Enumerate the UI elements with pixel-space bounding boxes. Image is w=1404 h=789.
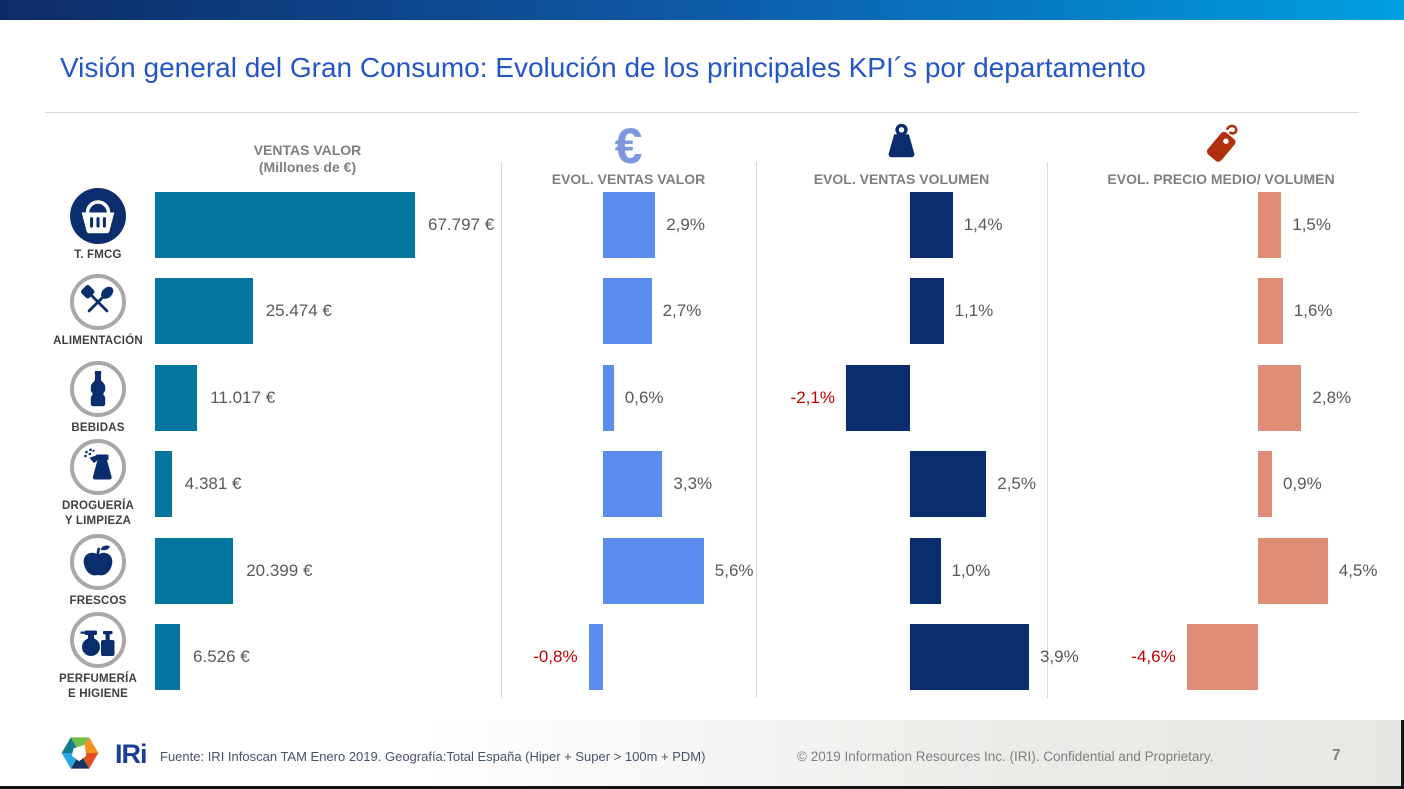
price-tag-icon: [1047, 116, 1395, 168]
bar-value-label: 3,3%: [673, 474, 713, 494]
bar-evol-ventas-volumen-perfumeria-e-higiene: [910, 624, 1029, 690]
euro-icon: €: [614, 118, 643, 174]
weight-icon: [756, 116, 1047, 168]
bar-ventas-valor-millones-de-drogueria-y-limpieza: [155, 451, 172, 518]
bar-value-label: 6.526 €: [193, 647, 250, 666]
perfume-icon: [70, 612, 126, 668]
bar-value-label: 25.474 €: [265, 301, 332, 321]
bar-ventas-valor-millones-de-bebidas: [155, 364, 198, 431]
bar-value-label: 1,0%: [951, 560, 991, 580]
bar-value-label: 2,5%: [997, 474, 1036, 494]
bar-evol-precio-medio-volumen-perfumeria-e-higiene: [1186, 624, 1258, 690]
category-label: DROGUERÍA Y LIMPIEZA: [40, 499, 156, 529]
bar-ventas-valor-millones-de-perfumeria-e-higiene: [155, 624, 181, 690]
category-label-line: T. FMCG: [74, 249, 122, 261]
column-header-line1: EVOL. VENTAS VALOR: [551, 171, 706, 187]
bar-value-label: 2,9%: [666, 215, 705, 234]
bar-value-label: 1,5%: [1292, 215, 1331, 234]
footer: IRi Fuente: IRI Infoscan TAM Enero 2019.…: [0, 720, 1404, 786]
column-header-line1: EVOL. VENTAS VOLUMEN: [813, 171, 990, 187]
bar-value-label: 4,5%: [1338, 560, 1378, 580]
bar-value-label: 0,9%: [1282, 474, 1322, 494]
bar-evol-ventas-valor-perfumeria-e-higiene: [588, 624, 603, 690]
copyright-note: © 2019 Information Resources Inc. (IRI).…: [797, 749, 1214, 764]
category-t-fmcg: T. FMCG: [40, 188, 156, 263]
cutlery-icon: [70, 274, 126, 331]
bar-evol-ventas-volumen-alimentacion: [910, 278, 944, 345]
bar-value-label: 3,9%: [1039, 647, 1079, 666]
bar-value-label: 1,1%: [954, 301, 994, 321]
bar-value-label: 5,6%: [714, 560, 754, 580]
column-header-evol-ventas-valor: € EVOL. VENTAS VALOR: [501, 116, 756, 188]
category-alimentacion: ALIMENTACIÓN: [40, 274, 156, 349]
bar-value-label: -4,6%: [1131, 647, 1176, 666]
iri-logo-text: IRi: [115, 739, 148, 769]
apple-icon: [70, 533, 126, 590]
bar-evol-ventas-volumen-drogueria-y-limpieza: [910, 451, 987, 518]
category-label: PERFUMERÍA E HIGIENE: [40, 672, 156, 702]
bar-evol-ventas-valor-alimentacion: [603, 278, 652, 345]
column-header-evol-ventas-volumen: EVOL. VENTAS VOLUMEN: [756, 116, 1047, 188]
column-divider: [756, 162, 757, 698]
bar-evol-ventas-valor-bebidas: [603, 364, 614, 431]
bar-value-label: -0,8%: [533, 647, 578, 666]
category-label-line: FRESCOS: [69, 594, 127, 607]
bar-value-label: 2,8%: [1312, 387, 1352, 407]
column-header-line2: (Millones de €): [258, 159, 357, 175]
bar-ventas-valor-millones-de-alimentacion: [155, 278, 253, 345]
bar-evol-precio-medio-volumen-t-fmcg: [1258, 192, 1282, 258]
column-header-line1: VENTAS VALOR: [253, 142, 362, 158]
category-label-line: Y LIMPIEZA: [64, 515, 132, 528]
bar-value-label: 67.797 €: [428, 215, 495, 234]
basket-icon: [70, 188, 126, 244]
bar-evol-ventas-volumen-bebidas: [845, 364, 910, 431]
bar-evol-ventas-volumen-t-fmcg: [910, 192, 953, 258]
bar-value-label: 11.017 €: [210, 387, 276, 407]
bar-value-label: -2,1%: [790, 387, 835, 407]
category-label-line: BEBIDAS: [71, 421, 125, 434]
bar-evol-precio-medio-volumen-alimentacion: [1258, 278, 1283, 345]
page-number: 7: [1332, 747, 1341, 764]
bottle-icon: [70, 360, 126, 417]
category-label-line: E HIGIENE: [68, 688, 128, 700]
column-divider: [1047, 162, 1048, 698]
bar-value-label: 2,7%: [662, 301, 702, 321]
category-label: BEBIDAS: [40, 421, 156, 436]
bar-value-label: 1,4%: [963, 215, 1003, 234]
bar-ventas-valor-millones-de-frescos: [155, 537, 234, 604]
bar-value-label: 4.381 €: [184, 474, 242, 494]
bar-evol-ventas-volumen-frescos: [910, 537, 941, 604]
column-header-evol-precio-medio: EVOL. PRECIO MEDIO/ VOLUMEN: [1047, 116, 1395, 188]
bar-value-label: 1,6%: [1293, 301, 1333, 321]
category-drogueria-y-limpieza: DROGUERÍA Y LIMPIEZA: [40, 439, 156, 529]
source-note: Fuente: IRI Infoscan TAM Enero 2019. Geo…: [160, 749, 706, 764]
bar-evol-ventas-valor-frescos: [603, 537, 704, 604]
category-perfumeria-e-higiene: PERFUMERÍA E HIGIENE: [40, 612, 156, 702]
bar-evol-ventas-valor-drogueria-y-limpieza: [603, 451, 663, 518]
category-label: FRESCOS: [40, 594, 156, 609]
category-label-line: ALIMENTACIÓN: [53, 335, 143, 348]
column-header-ventas-valor: VENTAS VALOR (Millones de €): [155, 142, 460, 176]
category-bebidas: BEBIDAS: [40, 360, 156, 436]
page-title: Visión general del Gran Consumo: Evoluci…: [60, 52, 1146, 83]
bar-evol-precio-medio-volumen-drogueria-y-limpieza: [1258, 451, 1272, 518]
title-underline: [45, 112, 1359, 113]
bar-evol-ventas-valor-t-fmcg: [603, 192, 656, 258]
bar-value-label: 20.399 €: [246, 560, 313, 580]
iri-logo-icon: [55, 731, 105, 775]
category-label: T. FMCG: [40, 248, 156, 263]
bar-evol-precio-medio-volumen-bebidas: [1258, 364, 1302, 431]
spray-bottle-icon: [70, 439, 126, 496]
bar-evol-precio-medio-volumen-frescos: [1258, 537, 1328, 604]
bar-ventas-valor-millones-de-t-fmcg: [155, 192, 415, 258]
column-divider: [501, 162, 502, 698]
category-frescos: FRESCOS: [40, 533, 156, 609]
category-label-line: PERFUMERÍA: [58, 673, 138, 685]
column-header-line1: EVOL. PRECIO MEDIO/ VOLUMEN: [1107, 171, 1335, 187]
bar-value-label: 0,6%: [624, 387, 664, 407]
top-accent-bar: [0, 0, 1404, 20]
category-label-line: DROGUERÍA: [61, 500, 135, 513]
category-label: ALIMENTACIÓN: [40, 334, 156, 349]
